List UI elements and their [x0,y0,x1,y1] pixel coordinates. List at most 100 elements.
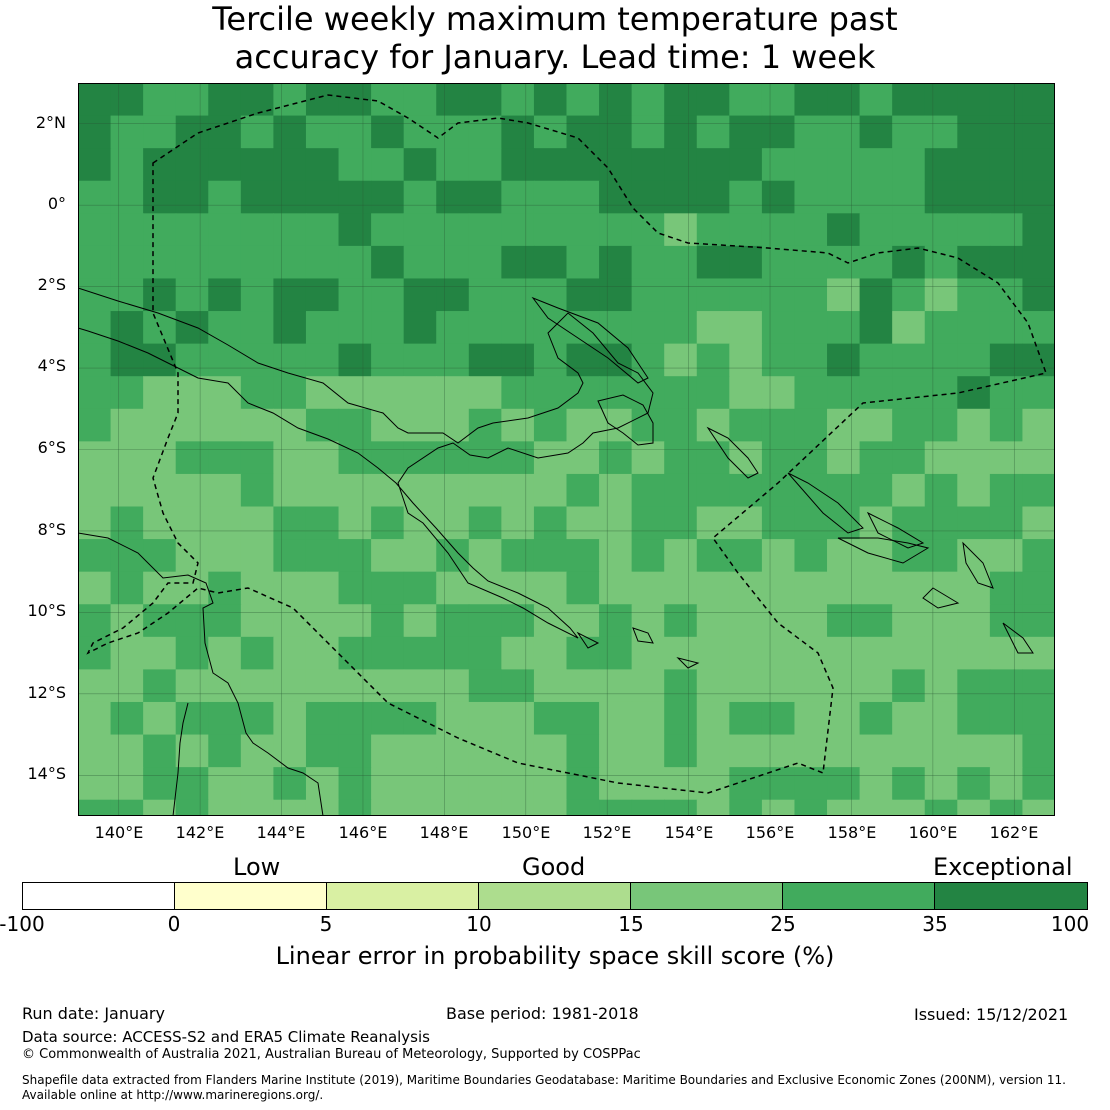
skill-cell [273,376,307,410]
skill-cell [175,376,209,410]
skill-cell [989,636,1024,670]
skill-cell [403,734,437,768]
skill-cell [240,408,274,442]
skill-cell [957,734,991,768]
skill-cell [110,669,144,703]
skill-cell [78,506,112,540]
skill-cell [859,278,893,312]
skill-cell [175,148,209,182]
coastline-vanuatu-north [1002,622,1034,654]
skill-cell [566,245,600,280]
skill-cell [664,604,698,638]
skill-cell [533,734,568,768]
skill-cell [729,376,763,410]
skill-cell [501,604,535,638]
skill-cell [827,311,861,345]
skill-cell [371,799,405,816]
skill-cell [305,278,340,312]
shapefile-credit-1: Shapefile data extracted from Flanders M… [22,1073,1066,1087]
skill-cell [729,83,763,117]
skill-cell [175,441,209,475]
skill-cell [924,799,958,816]
skill-cell [924,148,958,182]
skill-cell [989,604,1024,638]
skill-cell [696,636,730,670]
skill-cell [240,473,274,508]
skill-cell [599,701,633,736]
skill-cell [208,278,242,312]
skill-cell [468,539,502,573]
skill-cell [729,669,763,703]
skill-cell [859,311,893,345]
skill-cell [436,539,470,573]
skill-cell [338,311,372,345]
skill-cell [338,473,372,508]
skill-cell [892,408,926,442]
skill-cell [859,441,893,475]
skill-cell [827,278,861,312]
skill-cell [338,506,372,540]
skill-cell [208,473,242,508]
skill-cell [729,408,763,442]
skill-cell [436,278,470,312]
skill-cell [371,473,405,508]
skill-cell [143,767,177,801]
x-tick-label: 146°E [338,823,388,842]
colorbar-segment [479,883,631,909]
skill-cell [859,636,893,670]
skill-cell [110,180,144,214]
skill-cell [240,604,274,638]
skill-cell [533,245,568,280]
skill-cell [729,701,763,736]
skill-cell [501,408,535,442]
skill-cell [468,669,502,703]
skill-cell [631,669,665,703]
skill-cell [957,408,991,442]
skill-cell [468,83,502,117]
skill-cell [501,376,535,410]
skill-cell [696,669,730,703]
skill-cell [892,311,926,345]
skill-cell [892,669,926,703]
skill-cell [403,539,437,573]
skill-cell [924,278,958,312]
skill-cell [305,701,340,736]
skill-cell [1022,799,1055,816]
skill-cell [859,734,893,768]
skill-cell [566,376,600,410]
skill-cell [696,799,730,816]
skill-cell [501,115,535,149]
skill-cell [664,408,698,442]
skill-cell [175,506,209,540]
skill-cell [143,148,177,182]
skill-cell [761,636,796,670]
skill-cell [696,180,730,214]
skill-cell [827,343,861,377]
skill-cell [175,669,209,703]
skill-cell [924,734,958,768]
legend-category-exceptional: Exceptional [933,853,1073,881]
skill-cell [566,636,600,670]
skill-cell [175,734,209,768]
skill-cell [957,83,991,117]
skill-cell [599,245,633,280]
skill-cell [78,343,112,377]
skill-cell [338,115,372,149]
eez-boundaries [86,94,1047,794]
skill-cell [924,245,958,280]
colorbar-tick: 0 [167,912,181,936]
skill-cell [110,311,144,345]
skill-cell [273,180,307,214]
skill-cell [403,767,437,801]
skill-cell [729,278,763,312]
skill-cell [533,376,568,410]
skill-cell [78,701,112,736]
skill-cell [208,636,242,670]
skill-cell [371,245,405,280]
skill-cell [989,441,1024,475]
skill-cell [208,604,242,638]
skill-cell [78,245,112,280]
skill-cell [208,376,242,410]
skill-cell [794,343,828,377]
skill-cell [240,278,274,312]
